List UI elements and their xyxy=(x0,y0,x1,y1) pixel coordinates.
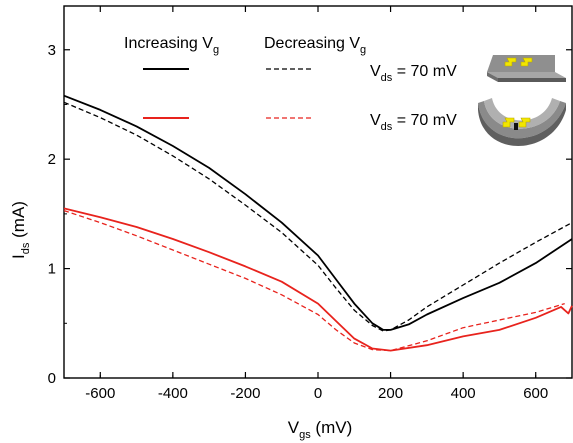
series-red-dashed xyxy=(63,209,565,352)
x-axis-title-unit: (mV) xyxy=(311,418,353,437)
series-red-solid xyxy=(63,207,573,352)
x-tick-label: 200 xyxy=(378,385,403,402)
x-axis-title-sub: gs xyxy=(299,429,311,441)
legend-header-increasing: Increasing Vg xyxy=(124,35,219,56)
y-tick-label: 1 xyxy=(48,261,56,278)
series-black-dashed xyxy=(63,101,573,332)
y-axis-title: Ids (mA) xyxy=(9,201,32,259)
x-axis-title-main: V xyxy=(288,418,300,437)
x-tick-label: -400 xyxy=(158,385,188,402)
curved-device-illustration xyxy=(478,98,566,146)
x-tick-label: 0 xyxy=(314,385,322,402)
legend-label-row2: Vds = 70 mV xyxy=(370,112,457,133)
flat-device-illustration xyxy=(487,55,566,82)
y-tick-label: 2 xyxy=(48,151,56,168)
x-tick-label: 600 xyxy=(523,385,548,402)
legend: Increasing Vg Decreasing Vg Vds = 70 mV … xyxy=(124,35,457,133)
x-tick-label: -200 xyxy=(230,385,260,402)
y-tick-label: 0 xyxy=(48,370,56,387)
legend-label-row1: Vds = 70 mV xyxy=(370,63,457,84)
y-axis-title-main: I xyxy=(9,254,28,259)
x-tick-label: -600 xyxy=(85,385,115,402)
series-black-solid xyxy=(63,94,573,331)
y-tick-label: 3 xyxy=(48,42,56,59)
y-axis-title-sub: ds xyxy=(20,242,32,254)
x-tick-label: 400 xyxy=(451,385,476,402)
y-axis-title-unit: (mA) xyxy=(9,201,28,243)
x-axis-title: Vgs (mV) xyxy=(288,418,353,441)
legend-header-decreasing: Decreasing Vg xyxy=(264,35,366,56)
